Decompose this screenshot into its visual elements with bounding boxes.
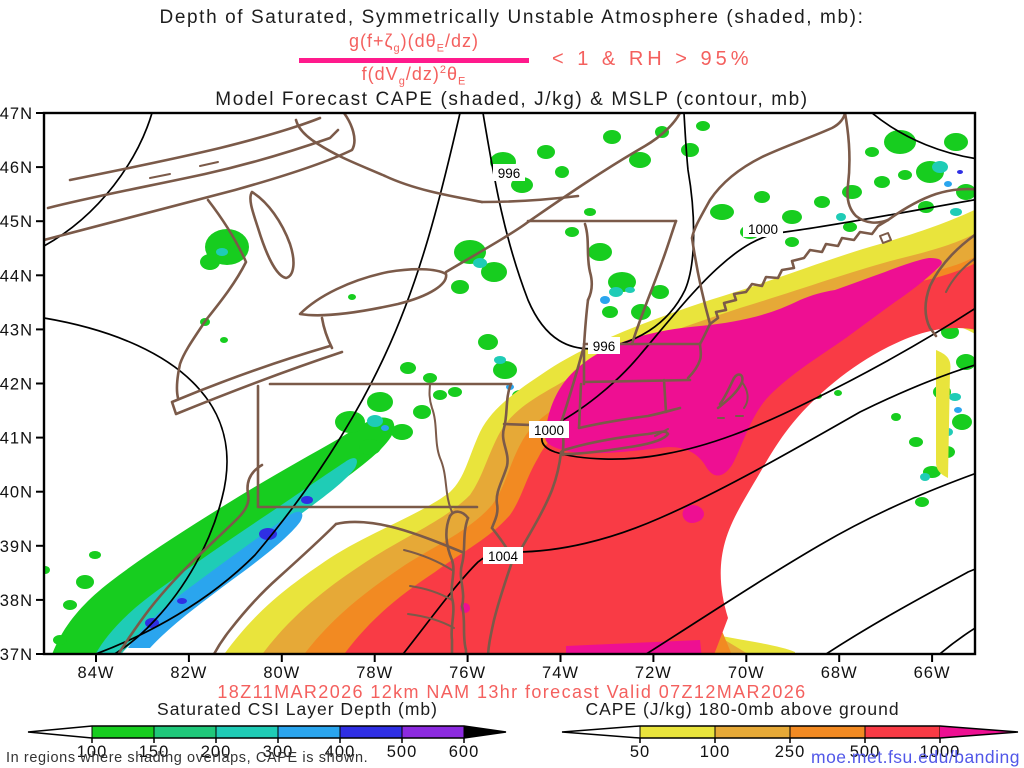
contour-label: 1000 — [534, 423, 564, 438]
contour-label: 996 — [498, 166, 521, 181]
csi-tick-label: 100 — [77, 743, 108, 761]
csi-green-patches — [44, 121, 975, 645]
lat-label: 43N — [0, 321, 33, 339]
lat-label: 45N — [0, 213, 33, 231]
contour-label: 1004 — [488, 549, 519, 564]
lat-label: 38N — [0, 592, 33, 610]
lon-label: 76W — [449, 664, 486, 682]
lon-label: 66W — [914, 664, 951, 682]
lon-label: 82W — [170, 664, 207, 682]
contour-label-group: 996 1000 996 1000 1004 — [483, 164, 783, 564]
cape-colorbar: 50 100 250 500 1000 — [561, 725, 1019, 761]
csi-cyan-patches — [381, 181, 962, 431]
lon-label: 74W — [542, 664, 579, 682]
csi-legend-title: Saturated CSI Layer Depth (mb) — [157, 699, 438, 719]
lat-label: 41N — [0, 430, 33, 448]
contour-label: 1000 — [748, 222, 778, 237]
axis-ticks-labels: 47N 46N 45N 44N 43N 42N 41N 40N 39N 38N 37N 84W 82W 8… — [0, 105, 951, 682]
lon-label: 78W — [356, 664, 393, 682]
formula-numerator: g(f+ζg)(dθE/dz) — [349, 31, 479, 55]
cape-tick-label: 100 — [700, 743, 731, 761]
overlap-note: In regions where shading overlaps, CAPE … — [6, 750, 369, 766]
lon-label: 72W — [635, 664, 672, 682]
csi-blue-patches — [145, 170, 963, 628]
cape-tick-label: 250 — [775, 743, 806, 761]
cape-shading — [224, 209, 975, 654]
csi-tick-label: 300 — [263, 743, 294, 761]
lat-label: 42N — [0, 376, 33, 394]
site-url: moe.met.fsu.edu/banding — [811, 747, 1020, 767]
forecast-valid-line: 18Z11MAR2026 12km NAM 13hr forecast Vali… — [217, 682, 807, 702]
formula-condition: < 1 & RH > 95% — [552, 48, 753, 70]
cape-legend-title: CAPE (J/kg) 180-0mb above ground — [585, 699, 900, 719]
contour-label: 996 — [593, 339, 616, 354]
lon-label: 70W — [728, 664, 765, 682]
lat-label: 44N — [0, 267, 33, 285]
lat-label: 37N — [0, 646, 33, 664]
lon-label: 68W — [821, 664, 858, 682]
csi-tick-label: 600 — [449, 743, 480, 761]
csi-tick-label: 500 — [387, 743, 418, 761]
formula-fraction-bar — [299, 58, 529, 63]
cape-tick-label: 1000 — [920, 743, 961, 761]
csi-tick-label: 400 — [325, 743, 356, 761]
lat-label: 46N — [0, 159, 33, 177]
lat-label: 39N — [0, 538, 33, 556]
lon-label: 84W — [78, 664, 115, 682]
cape-tick-label: 50 — [630, 743, 650, 761]
formula-denominator: f(dVg/dz)2θE — [361, 64, 467, 88]
state-borders-coastlines — [44, 113, 975, 654]
csi-colorbar: 100 150 200 300 400 500 600 — [27, 725, 507, 761]
lon-label: 80W — [263, 664, 300, 682]
csi-tick-label: 200 — [201, 743, 232, 761]
lat-label: 40N — [0, 484, 33, 502]
map-subtitle: Model Forecast CAPE (shaded, J/kg) & MSL… — [215, 89, 809, 110]
map-shading: 996 1000 996 1000 1004 — [44, 113, 975, 654]
lat-label: 47N — [0, 105, 33, 123]
csi-tick-label: 150 — [139, 743, 170, 761]
page-title: Depth of Saturated, Symmetrically Unstab… — [159, 7, 865, 28]
cape-tick-label: 500 — [850, 743, 881, 761]
